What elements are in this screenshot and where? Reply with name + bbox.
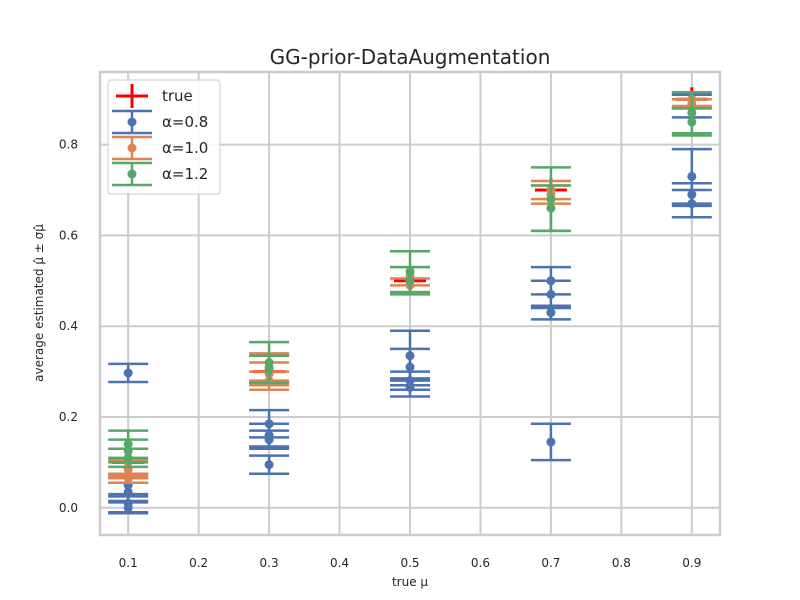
legend: true α=0.8 α=1.0 α=1.2 [107, 79, 221, 195]
data-point-marker [264, 364, 274, 374]
legend-label: α=1.2 [162, 165, 208, 183]
x-axis-ticks: 0.1 0.2 0.3 0.4 0.5 0.6 0.7 0.8 0.9 [119, 556, 702, 570]
x-tick-label: 0.8 [612, 556, 631, 570]
y-tick-label: 0.6 [59, 228, 78, 242]
error-bar-point-s0 [530, 422, 571, 462]
data-point-marker [546, 308, 556, 318]
error-bar-point-s0 [249, 429, 290, 451]
error-bar-point-s0 [249, 454, 290, 475]
data-marks [108, 87, 712, 515]
data-point-marker [687, 199, 697, 209]
x-tick-label: 0.9 [682, 556, 701, 570]
legend-marker [127, 117, 137, 127]
data-point-marker [264, 435, 274, 445]
x-tick-label: 0.7 [541, 556, 560, 570]
chart-title: GG-prior-DataAugmentation [270, 45, 551, 69]
x-tick-label: 0.5 [400, 556, 419, 570]
data-point-marker [405, 382, 415, 392]
data-point-marker [405, 276, 415, 286]
data-point-marker [123, 453, 133, 463]
error-bar-point-s0 [671, 188, 712, 219]
legend-label: α=1.0 [162, 139, 208, 157]
legend-entry-series-0: α=0.8 [112, 109, 208, 135]
x-tick-label: 0.1 [119, 556, 138, 570]
x-tick-label: 0.4 [330, 556, 349, 570]
error-bar-point-s0 [530, 304, 571, 321]
data-point-marker [687, 117, 697, 127]
error-bar-point-s0 [390, 377, 430, 398]
y-tick-label: 0.2 [59, 410, 78, 424]
legend-box [107, 79, 221, 195]
legend-marker [127, 143, 137, 153]
data-point-marker [405, 362, 415, 372]
error-bar-point-s2 [390, 265, 430, 296]
data-point-marker [264, 460, 274, 470]
y-axis-ticks: 0.0 0.2 0.4 0.6 0.8 [59, 138, 78, 515]
legend-marker [127, 169, 137, 179]
data-point-marker [687, 171, 697, 181]
legend-entry-series-1: α=1.0 [112, 135, 208, 161]
error-bar-point-s2 [671, 107, 712, 137]
error-bar-point-s0 [108, 362, 149, 384]
y-axis-label: average estimated μ̂ ± σμ̂ [32, 224, 46, 382]
legend-entry-true: true [116, 84, 193, 108]
legend-entry-series-2: α=1.2 [112, 161, 208, 187]
data-point-marker [123, 368, 133, 378]
error-bar-point-s2 [530, 184, 571, 233]
data-point-marker [546, 203, 556, 213]
data-point-marker [546, 437, 556, 447]
legend-label: true [162, 87, 193, 105]
y-tick-label: 0.8 [59, 138, 78, 152]
y-tick-label: 0.4 [59, 319, 78, 333]
legend-label: α=0.8 [162, 113, 208, 131]
plot-frame [98, 70, 722, 537]
error-bar-point-s1 [108, 472, 149, 485]
error-bar-point-s0 [108, 501, 149, 515]
data-point-marker [123, 473, 133, 483]
error-bar-point-s2 [108, 447, 149, 469]
y-tick-label: 0.0 [59, 501, 78, 515]
x-axis-label: true μ [392, 575, 428, 589]
x-tick-label: 0.6 [471, 556, 490, 570]
data-point-marker [546, 289, 556, 299]
x-tick-label: 0.3 [260, 556, 279, 570]
data-point-marker [123, 503, 133, 513]
error-bar-point-s2 [249, 354, 290, 385]
x-tick-label: 0.2 [189, 556, 208, 570]
